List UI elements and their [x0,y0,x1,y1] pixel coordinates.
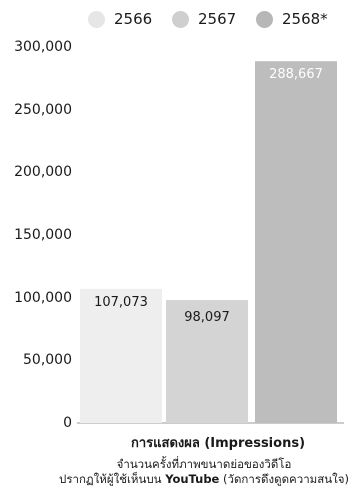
legend-swatch-2567 [172,10,189,28]
data-label-2566: 107,073 [94,295,148,310]
legend-label-2567: 2567 [198,10,237,28]
caption-line-2-suffix: (วัดการดึงดูดความสนใจ) [219,472,349,486]
bar-2568* [255,61,337,423]
y-tick-label: 50,000 [23,352,72,369]
data-label-2568*: 288,667 [269,67,323,82]
x-axis-label: การแสดงผล (Impressions) [130,436,306,451]
y-tick-label: 250,000 [14,101,72,118]
bar-2566 [80,288,162,423]
caption-line-2-bold: YouTube [165,472,220,486]
legend-label-2566: 2566 [114,10,153,28]
y-tick-label: 200,000 [14,164,72,181]
y-tick-label: 0 [63,415,72,431]
y-tick-label: 150,000 [14,227,72,243]
legend-swatch-2568 [256,10,273,28]
caption-line-2-prefix: ปรากฏให้ผู้ใช้เห็นบน [59,472,166,486]
y-tick-label: 100,000 [14,289,72,306]
bar-2567 [166,300,248,423]
legend: 2566 2567 2568* [0,9,358,29]
legend-swatch-2566 [88,10,105,28]
caption-line-1: จำนวนครั้งที่ภาพขนาดย่อของวิดีโอ [116,457,292,471]
data-label-2567: 98,097 [184,310,230,325]
legend-item-2566: 2566 [88,9,152,29]
y-tick-label: 300,000 [14,39,72,55]
caption-line-2: ปรากฏให้ผู้ใช้เห็นบน YouTube (วัดการดึงด… [50,471,358,489]
legend-item-2567: 2567 [172,9,236,29]
legend-item-2568: 2568* [256,9,328,29]
legend-label-2568: 2568* [282,10,328,28]
